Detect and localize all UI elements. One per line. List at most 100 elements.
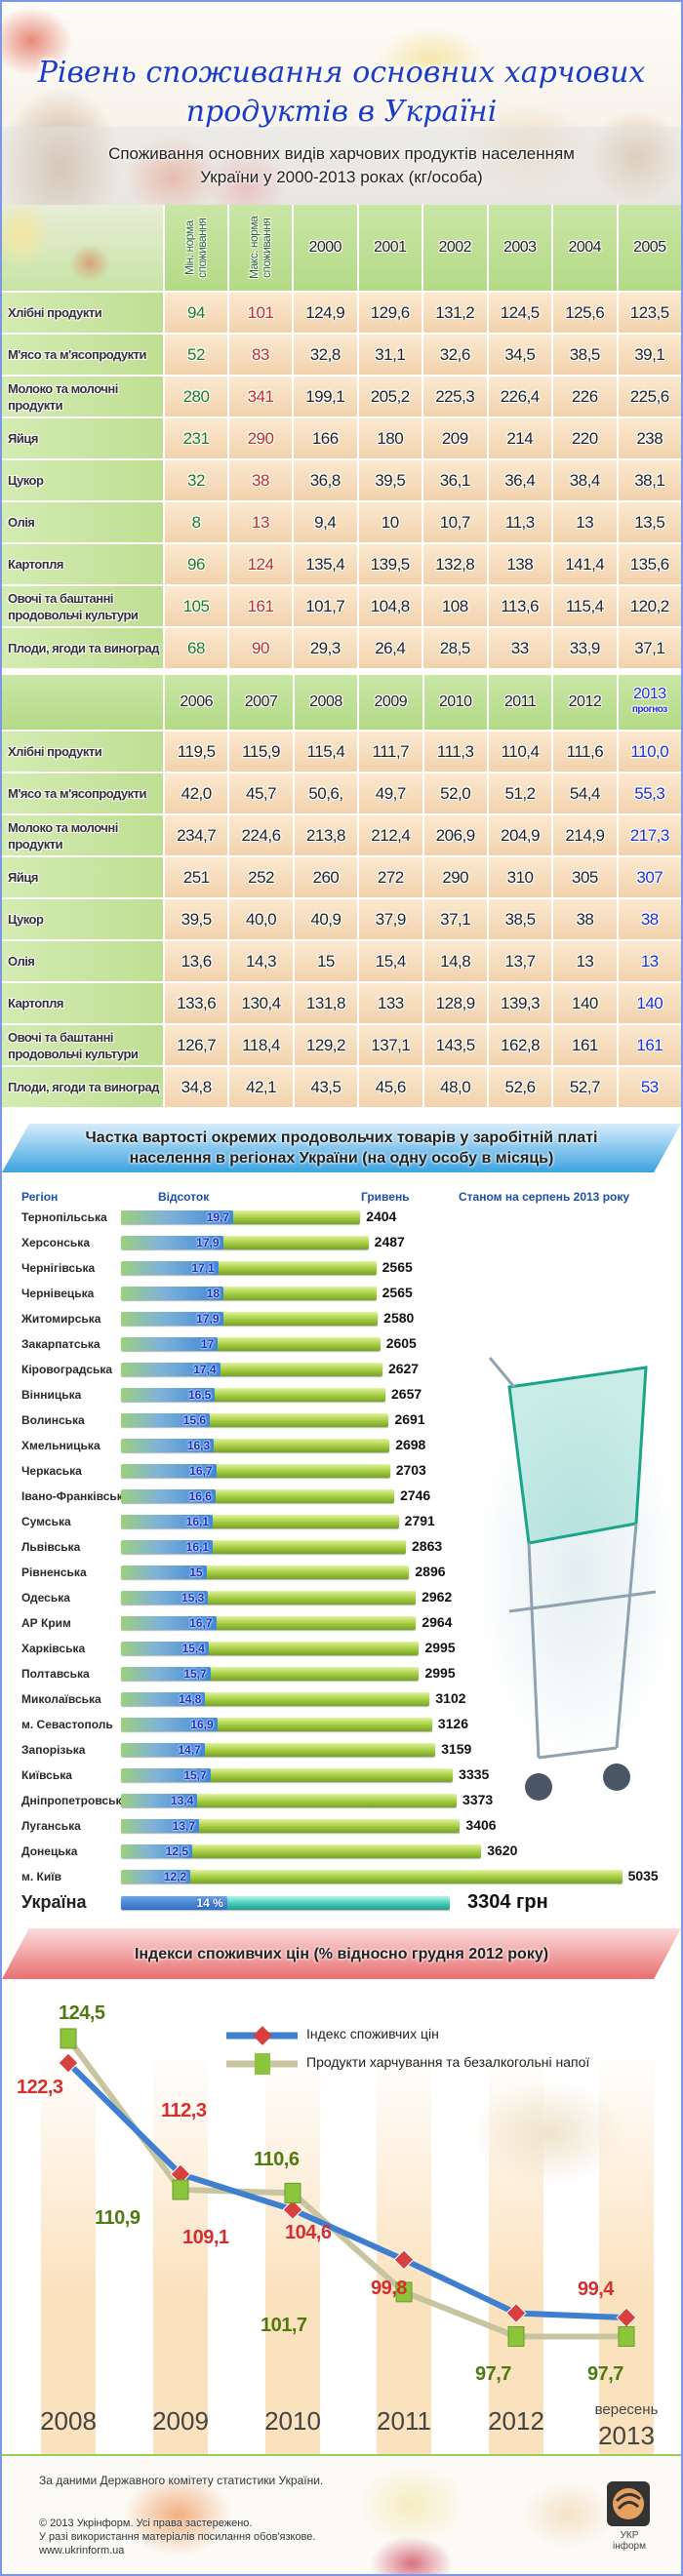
cpi-point [393,2249,415,2271]
row-label: М'ясо та м'ясопродукти [2,335,163,375]
min-norm-cell: 280 [165,376,227,416]
percent-bar: 15,7 [121,1667,211,1681]
row-label: Хлібні продукти [2,732,163,772]
value-cell: 224,6 [229,815,293,855]
food-label: 124,5 [59,2002,105,2024]
value-cell: 40,0 [229,899,293,939]
percent-bar: 12,2 [121,1870,191,1883]
forecast-cell: 161 [618,1025,681,1065]
value-cell: 111,3 [423,732,487,772]
column-percent: Відсоток [158,1190,210,1204]
value-cell: 272 [359,857,422,897]
value-cell: 305 [553,857,617,897]
value-cell: 204,9 [488,815,552,855]
uah-value: 2691 [394,1411,425,1427]
value-cell: 206,9 [423,815,487,855]
percent-bar: 16,1 [121,1540,214,1554]
uah-value: 2487 [374,1234,405,1249]
column-uah: Гривень [361,1190,410,1204]
uah-value: 2863 [412,1538,443,1554]
value-cell: 310 [488,857,552,897]
header-forecast-year: 2013 прогноз [618,675,681,730]
region-label: Полтавська [21,1667,90,1681]
percent-label: 17,4 [193,1363,217,1376]
cpi-label: 122,3 [17,2077,63,2098]
value-cell: 234,7 [165,815,228,855]
value-cell: 205,2 [358,376,422,416]
percent-bar: 16,1 [121,1515,214,1528]
value-cell: 130,4 [229,983,293,1023]
max-norm-cell: 290 [229,418,292,458]
food-point [60,2028,77,2049]
percent-bar: 16,5 [121,1388,216,1402]
total-percent-label: 14 % [196,1896,223,1910]
value-cell: 290 [423,857,487,897]
percent-bar: 17,1 [121,1261,219,1275]
header-max-norm: Макс. норма споживання [229,205,292,291]
value-cell: 213,8 [294,815,358,855]
copyright: © 2013 Укрінформ. Усі права застережено. [39,2517,253,2529]
value-cell: 131,8 [294,983,358,1023]
percent-label: 16,3 [186,1439,211,1452]
header-year: 2004 [553,205,617,291]
value-cell: 52,7 [553,1067,617,1107]
value-cell: 225,3 [423,376,487,416]
value-cell: 135,6 [618,544,681,584]
value-cell: 14,3 [229,941,293,981]
percent-bar: 16,7 [121,1464,217,1478]
source-note: За даними Державного комітету статистики… [39,2474,324,2487]
percent-label: 14,7 [178,1743,201,1757]
percent-label: 16,7 [189,1464,213,1478]
value-cell: 212,4 [359,815,422,855]
value-cell: 119,5 [165,732,228,772]
percent-bar: 17,9 [121,1236,223,1249]
min-norm-cell: 32 [165,460,227,500]
max-norm-cell: 83 [229,335,292,375]
value-cell: 28,5 [423,628,487,668]
percent-label: 16,5 [188,1388,212,1402]
percent-bar: 15,7 [121,1768,211,1782]
value-cell: 128,9 [423,983,487,1023]
value-cell: 38 [553,899,617,939]
row-label: Плоди, ягоди та виноград [2,628,163,668]
value-cell: 226 [553,376,617,416]
max-norm-cell: 13 [229,502,292,542]
region-label: Сумська [21,1515,71,1528]
value-cell: 36,4 [488,460,551,500]
value-cell: 141,4 [553,544,617,584]
value-cell: 123,5 [618,293,681,333]
header-year: 2005 [618,205,681,291]
legend-food-marker [255,2053,270,2075]
row-label: Плоди, ягоди та виноград [2,1067,163,1107]
wage-share-banner: Частка вартості окремих продовольчих тов… [2,1124,681,1172]
value-cell: 39,1 [618,335,681,375]
percent-bar: 15 [121,1565,207,1579]
cpi-banner: Індекси споживчих цін (% відносно грудня… [2,1928,681,1979]
wage-share-title: Частка вартості окремих продовольчих тов… [85,1129,598,1167]
value-cell: 10 [358,502,422,542]
food-point [395,2281,413,2303]
value-cell: 129,6 [358,293,422,333]
header-year: 2003 [488,205,551,291]
percent-label: 16,6 [188,1489,212,1503]
cpi-label: 112,3 [161,2100,207,2121]
uah-value: 3126 [437,1716,468,1731]
row-label: Олія [2,502,163,542]
percent-bar: 13,4 [121,1794,198,1807]
percent-bar: 17,9 [121,1312,223,1326]
value-cell: 143,5 [423,1025,487,1065]
region-label: Волинська [21,1413,85,1427]
value-cell: 37,1 [423,899,487,939]
region-label: Хмельницька [21,1439,100,1452]
uah-value: 2962 [422,1589,453,1605]
region-label: Херсонська [21,1236,90,1249]
value-cell: 138 [488,544,551,584]
uah-value: 2605 [385,1335,417,1351]
header-year: 2007 [229,675,293,730]
uah-value: 2746 [400,1487,431,1503]
region-label: Черкаська [21,1464,82,1478]
cpi-label: 99,8 [371,2278,407,2299]
website-link[interactable]: www.ukrinform.ua [39,2545,125,2556]
percent-bar: 16,7 [121,1616,217,1630]
value-cell: 251 [165,857,228,897]
